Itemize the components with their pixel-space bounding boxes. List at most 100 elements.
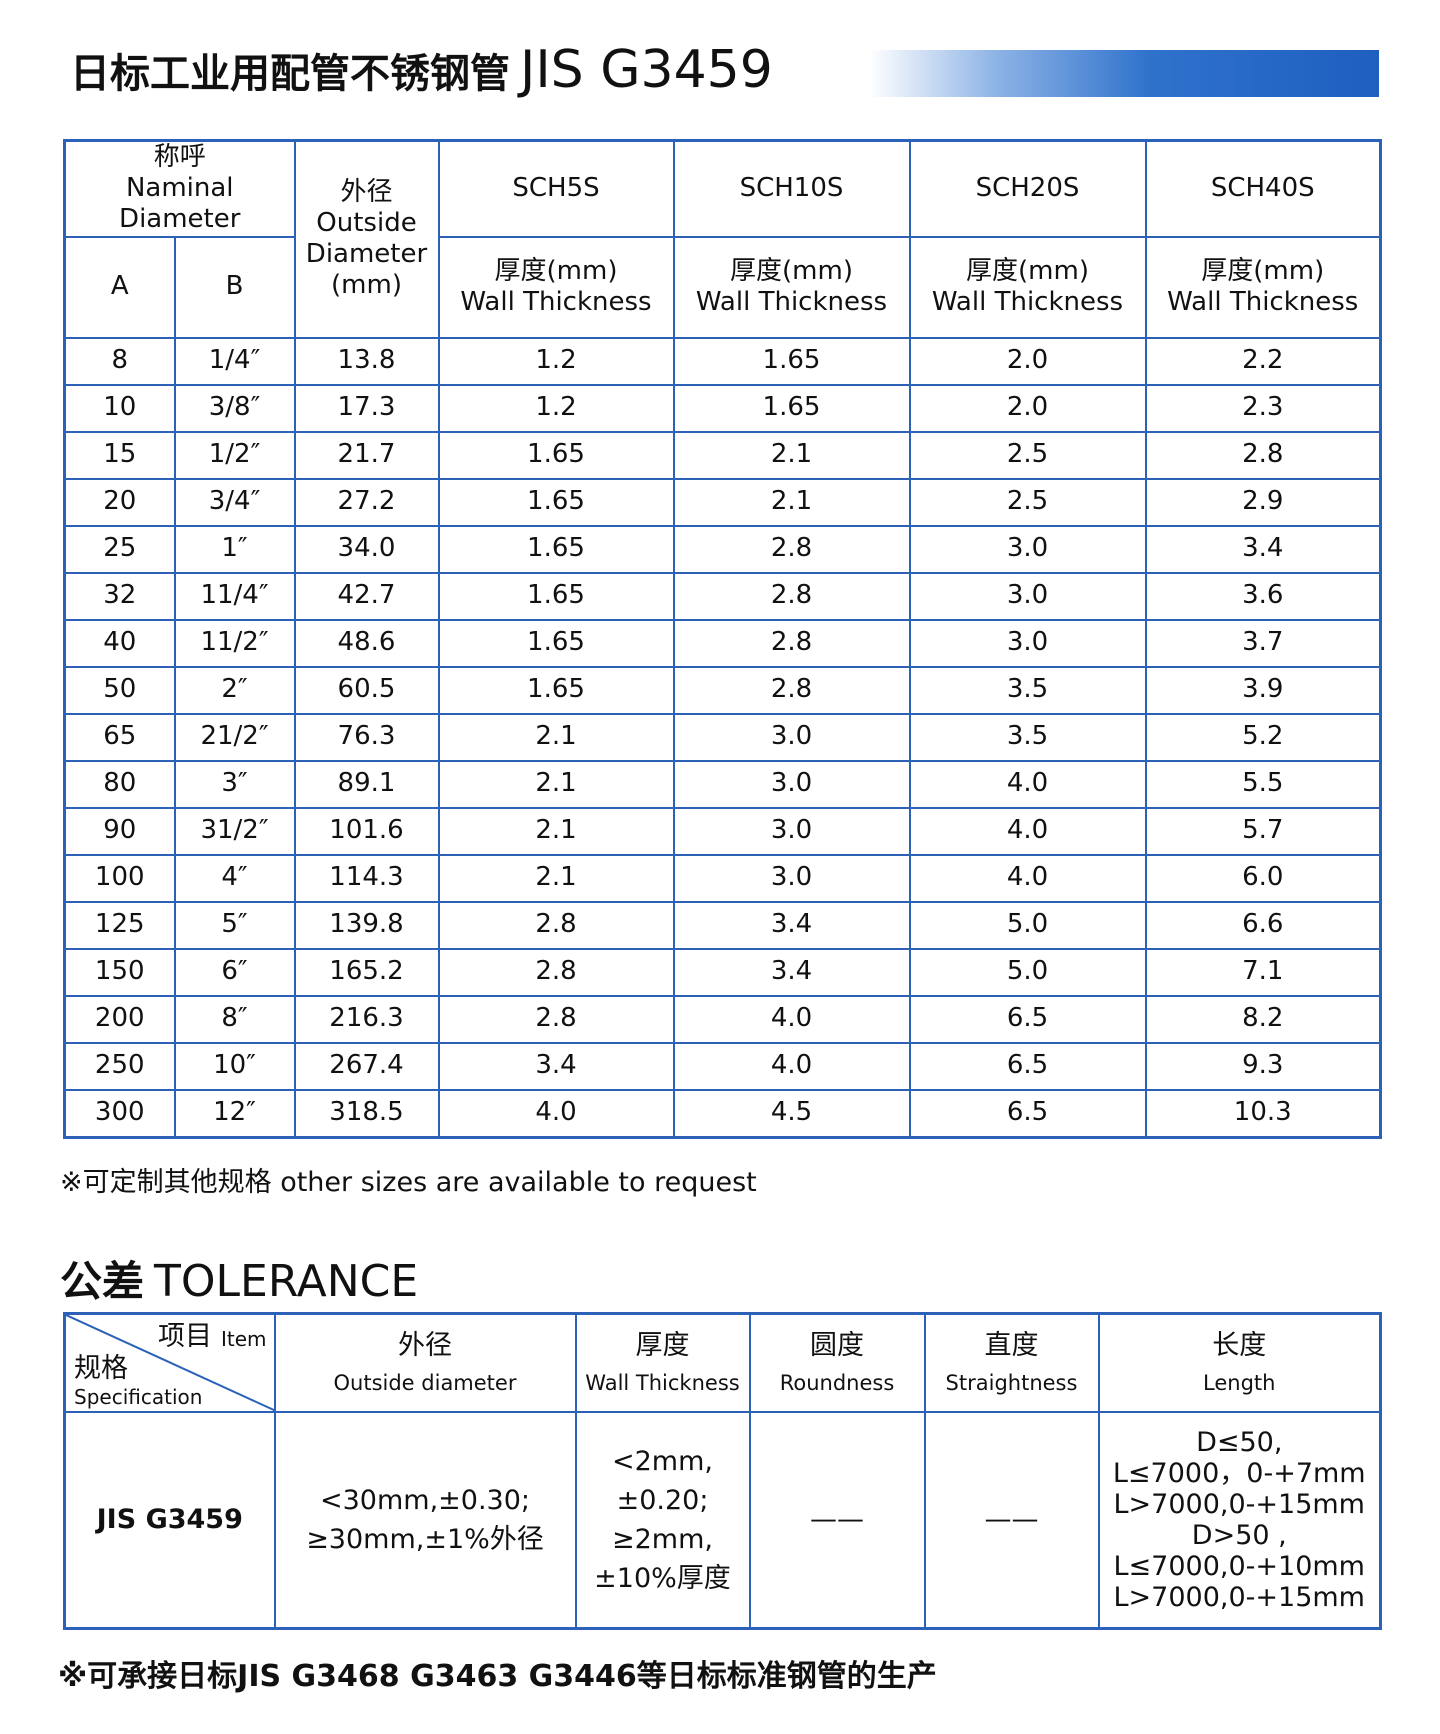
a-header: A bbox=[63, 235, 176, 339]
header-en: Roundness bbox=[779, 1370, 895, 1395]
data-row: 80 3″ 89.1 2.1 3.0 4.0 5.5 bbox=[63, 759, 1382, 809]
data-cell: 32 bbox=[63, 571, 176, 621]
data-cell: 2.8 bbox=[672, 618, 911, 668]
col-a: A bbox=[110, 271, 129, 302]
cell-value: 21.7 bbox=[337, 439, 396, 470]
cell-value: 3.0 bbox=[770, 768, 813, 799]
schedule-header: SCH5S bbox=[437, 139, 675, 238]
tolerance-value: ≥2mm, bbox=[612, 1524, 713, 1555]
tolerance-table: 项目 Item 规格 Specification 外径 Outside diameter 厚… bbox=[63, 1312, 1382, 1630]
thickness-header: 厚度(mm) Wall Thickness bbox=[908, 235, 1147, 339]
cell-value: 2.5 bbox=[1006, 439, 1049, 470]
data-cell: 60.5 bbox=[293, 665, 440, 715]
data-cell: 2.0 bbox=[908, 383, 1147, 433]
header-row: 称呼 Naminal Diameter 外径 Outside Diameter (mm) S… bbox=[63, 139, 1382, 339]
thickness-header: 厚度(mm) Wall Thickness bbox=[672, 235, 911, 339]
cell-value: 1.65 bbox=[527, 674, 585, 705]
data-cell: 5.7 bbox=[1144, 806, 1382, 856]
data-cell: 10 bbox=[63, 383, 176, 433]
cell-value: 250 bbox=[94, 1050, 145, 1081]
tolerance-value: —— bbox=[984, 1504, 1039, 1536]
cell-value: 6.5 bbox=[1006, 1097, 1049, 1128]
tolerance-cell: D≤50, L≤7000，0-+7mm L>7000,0-+15mm D>50 , L≤… bbox=[1097, 1411, 1382, 1630]
data-cell: 89.1 bbox=[293, 759, 440, 809]
cell-value: 3.5 bbox=[1006, 721, 1049, 752]
cell-value: 42.7 bbox=[337, 580, 396, 611]
data-cell: 150 bbox=[63, 947, 176, 997]
item-cn: 项目 bbox=[158, 1321, 212, 1352]
tolerance-value: ≥30mm,±1%外径 bbox=[306, 1524, 544, 1555]
data-cell: 5.5 bbox=[1144, 759, 1382, 809]
thickness-en: Wall Thickness bbox=[931, 287, 1124, 318]
cell-value: 80 bbox=[103, 768, 137, 799]
cell-value: 3.6 bbox=[1242, 580, 1284, 611]
data-row: 50 2″ 60.5 1.65 2.8 3.5 3.9 bbox=[63, 665, 1382, 715]
data-cell: 5″ bbox=[173, 900, 296, 950]
data-cell: 3.9 bbox=[1144, 665, 1382, 715]
data-cell: 3/4″ bbox=[173, 477, 296, 527]
cell-value: 4.5 bbox=[770, 1097, 813, 1128]
data-cell: 25 bbox=[63, 524, 176, 574]
data-cell: 8″ bbox=[173, 994, 296, 1044]
cell-value: 5.0 bbox=[1006, 909, 1049, 940]
cell-value: 48.6 bbox=[337, 627, 396, 658]
cell-value: 89.1 bbox=[337, 768, 396, 799]
cell-value: 3.0 bbox=[1006, 627, 1049, 658]
cell-value: 1.65 bbox=[762, 345, 821, 376]
cell-value: 3.0 bbox=[1006, 533, 1049, 564]
schedule: SCH20S bbox=[975, 173, 1080, 204]
tolerance-value: ±0.20; bbox=[616, 1484, 709, 1516]
cell-value: 2.0 bbox=[1006, 392, 1049, 423]
spec-table: 称呼 Naminal Diameter 外径 Outside Diameter (mm) S… bbox=[63, 139, 1382, 1139]
data-row: 125 5″ 139.8 2.8 3.4 5.0 6.6 bbox=[63, 900, 1382, 950]
data-cell: 6.5 bbox=[908, 1088, 1147, 1139]
data-cell: 318.5 bbox=[293, 1088, 440, 1139]
tolerance-value: ±10%厚度 bbox=[594, 1563, 731, 1595]
data-cell: 4.5 bbox=[672, 1088, 911, 1139]
tolerance-title: 公差 TOLERANCE bbox=[60, 1248, 418, 1309]
cell-value: 6.5 bbox=[1006, 1050, 1049, 1081]
data-row: 10 3/8″ 17.3 1.2 1.65 2.0 2.3 bbox=[63, 383, 1382, 433]
thickness-cn: 厚度(mm) bbox=[966, 255, 1089, 286]
data-cell: 2.1 bbox=[672, 430, 911, 480]
cell-value: 20 bbox=[103, 486, 137, 517]
cell-value: 2.3 bbox=[1242, 392, 1284, 423]
cell-value: 2″ bbox=[221, 674, 248, 705]
data-cell: 2.8 bbox=[672, 524, 911, 574]
cell-value: 2.5 bbox=[1006, 486, 1049, 517]
cell-value: 25 bbox=[103, 533, 137, 564]
header-cn: 圆度 bbox=[810, 1330, 864, 1362]
tolerance-header-row: 项目 Item 规格 Specification 外径 Outside diameter 厚… bbox=[63, 1312, 1382, 1413]
cell-value: 4.0 bbox=[770, 1003, 813, 1034]
nominal-en: Naminal Diameter bbox=[119, 173, 241, 235]
data-cell: 267.4 bbox=[293, 1041, 440, 1091]
tolerance-value: L>7000,0-+15mm bbox=[1113, 1582, 1365, 1614]
thickness-cn: 厚度(mm) bbox=[730, 255, 853, 286]
od-header: 外径 Outside Diameter (mm) bbox=[293, 139, 440, 339]
cell-value: 2.8 bbox=[770, 580, 813, 611]
cell-value: 125 bbox=[94, 909, 145, 940]
cell-value: 3.0 bbox=[770, 721, 813, 752]
cell-value: 318.5 bbox=[329, 1097, 404, 1128]
cell-value: 11/2″ bbox=[200, 627, 269, 658]
cell-value: 10.3 bbox=[1233, 1097, 1292, 1128]
data-cell: 40 bbox=[63, 618, 176, 668]
tolerance-value: <30mm,±0.30; bbox=[319, 1484, 530, 1516]
data-cell: 1.65 bbox=[437, 430, 675, 480]
data-cell: 1.65 bbox=[672, 336, 911, 386]
cell-value: 21/2″ bbox=[200, 721, 269, 752]
data-row: 15 1/2″ 21.7 1.65 2.1 2.5 2.8 bbox=[63, 430, 1382, 480]
data-cell: 8 bbox=[63, 336, 176, 386]
data-cell: 4″ bbox=[173, 853, 296, 903]
data-cell: 21.7 bbox=[293, 430, 440, 480]
cell-value: 100 bbox=[94, 862, 145, 893]
cell-value: 2.1 bbox=[535, 815, 577, 846]
od-en: (mm) bbox=[331, 270, 402, 301]
title-cn: 日标工业用配管不锈钢管 bbox=[70, 51, 510, 97]
data-cell: 31/2″ bbox=[173, 806, 296, 856]
thickness-header: 厚度(mm) Wall Thickness bbox=[1144, 235, 1382, 339]
data-cell: 65 bbox=[63, 712, 176, 762]
data-cell: 1/2″ bbox=[173, 430, 296, 480]
cell-value: 1/4″ bbox=[208, 345, 261, 376]
spec: JIS G3459 bbox=[96, 1503, 243, 1535]
